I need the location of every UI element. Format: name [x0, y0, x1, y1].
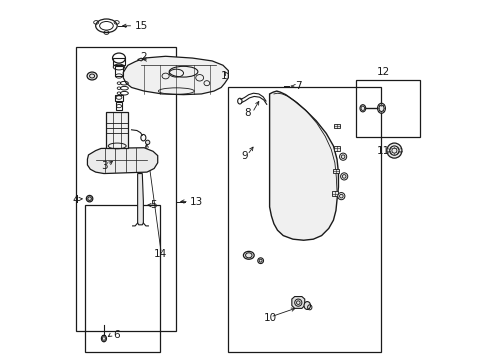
Bar: [332, 169, 338, 173]
Text: 14: 14: [154, 249, 167, 259]
Text: 6: 6: [113, 330, 119, 340]
Text: 2: 2: [140, 52, 146, 62]
Text: 7: 7: [295, 81, 302, 91]
Text: 5: 5: [150, 200, 157, 210]
Ellipse shape: [359, 105, 365, 112]
Bar: [115, 95, 122, 101]
Polygon shape: [123, 56, 228, 95]
Bar: [333, 124, 339, 129]
Text: 12: 12: [376, 67, 389, 77]
Ellipse shape: [340, 173, 347, 180]
Bar: [355, 80, 419, 137]
Text: 8: 8: [244, 108, 250, 118]
Bar: [228, 87, 380, 352]
Text: 9: 9: [241, 150, 247, 161]
Bar: [112, 58, 125, 64]
Text: 4: 4: [72, 195, 79, 205]
Ellipse shape: [101, 335, 106, 342]
Ellipse shape: [86, 195, 93, 202]
Text: 11: 11: [376, 145, 389, 156]
Ellipse shape: [87, 72, 97, 80]
Ellipse shape: [386, 143, 401, 158]
Bar: [116, 102, 122, 110]
Polygon shape: [291, 297, 304, 309]
Text: 3: 3: [101, 161, 107, 171]
Ellipse shape: [377, 103, 385, 113]
Bar: [333, 146, 339, 150]
Polygon shape: [269, 91, 338, 240]
Ellipse shape: [243, 251, 254, 259]
Ellipse shape: [337, 193, 344, 200]
Ellipse shape: [145, 140, 149, 144]
Ellipse shape: [304, 302, 310, 310]
Text: 1: 1: [221, 71, 227, 81]
Bar: [331, 192, 337, 196]
Polygon shape: [137, 174, 143, 225]
Bar: [106, 112, 128, 148]
Ellipse shape: [339, 153, 346, 160]
Bar: [85, 205, 160, 352]
Text: 15: 15: [134, 21, 147, 31]
Bar: [115, 66, 123, 76]
Polygon shape: [87, 148, 158, 174]
Polygon shape: [137, 58, 143, 61]
Ellipse shape: [257, 258, 263, 264]
Text: 13: 13: [190, 197, 203, 207]
Text: 10: 10: [264, 313, 277, 323]
Bar: [76, 47, 176, 330]
